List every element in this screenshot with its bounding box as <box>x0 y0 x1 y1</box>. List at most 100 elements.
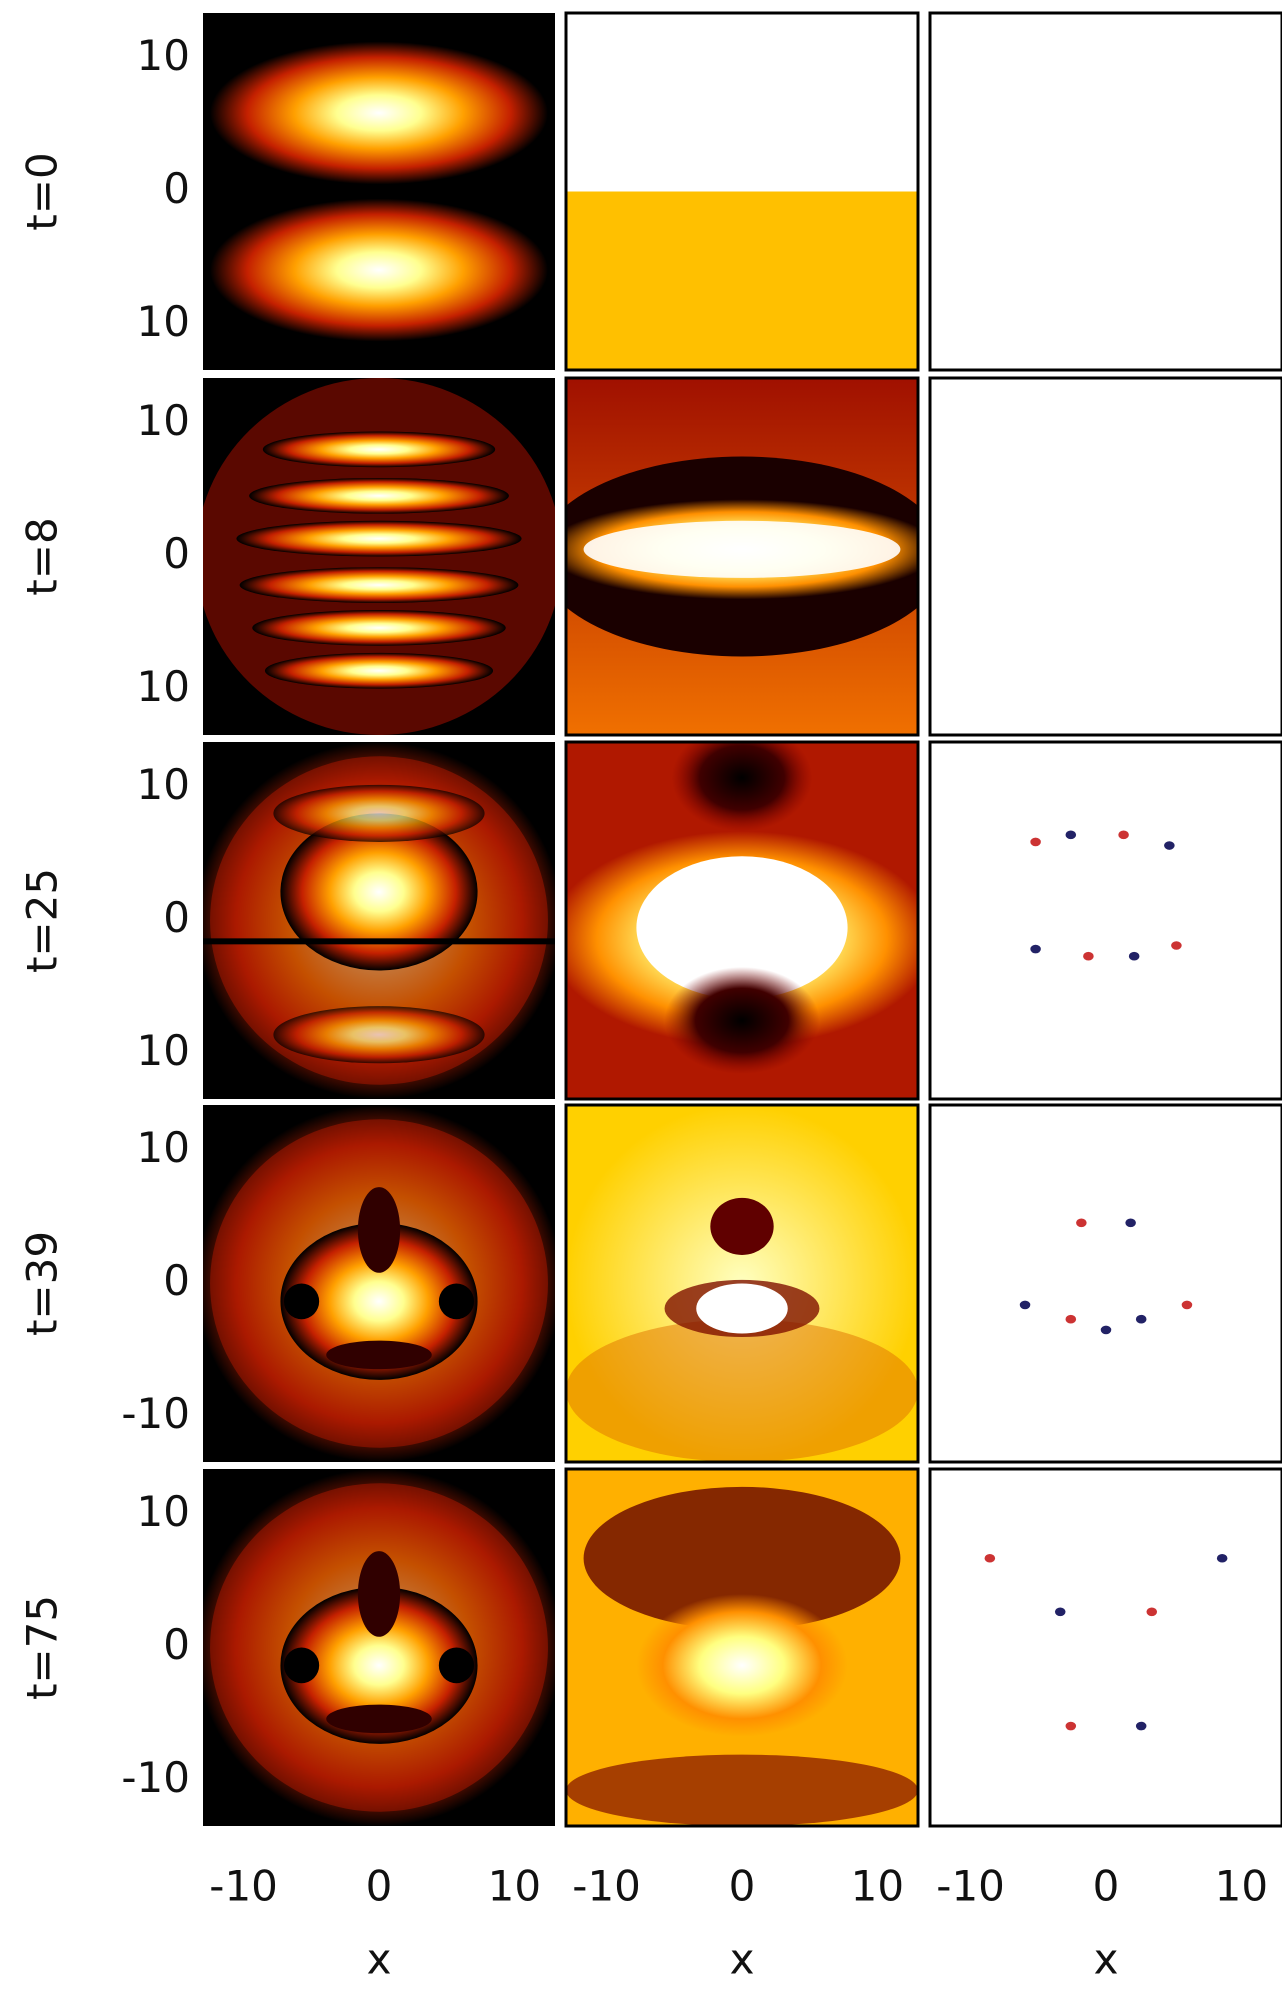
shape <box>930 1469 1282 1826</box>
y-tick-label: -10 <box>121 1753 190 1802</box>
y-tick-label: 10 <box>137 1026 190 1075</box>
shape <box>1171 941 1182 950</box>
shape <box>1100 1325 1112 1335</box>
shape <box>1118 830 1129 840</box>
shape <box>357 1187 401 1273</box>
shape <box>273 1006 485 1064</box>
y-tick-label: 10 <box>137 1487 190 1536</box>
x-tick-label: 0 <box>729 1862 756 1911</box>
shape <box>1076 1218 1087 1228</box>
panel-frame <box>928 11 1282 372</box>
panel-frame <box>564 1103 920 1464</box>
shape <box>1030 944 1041 954</box>
shape <box>1146 1607 1158 1617</box>
panel-content <box>930 13 1282 370</box>
y-tick-label: 0 <box>163 529 190 578</box>
panel-content <box>930 742 1282 1099</box>
shape <box>566 1754 918 1826</box>
heatmap-panel <box>564 376 920 737</box>
x-tick-label: 0 <box>366 1862 393 1911</box>
shape <box>696 1283 788 1334</box>
y-tick-label: 10 <box>137 1123 190 1172</box>
shape <box>326 1340 432 1370</box>
shape <box>210 198 548 342</box>
x-tick-label: 10 <box>851 1862 904 1911</box>
shape <box>262 431 496 468</box>
heatmap-panel <box>564 740 920 1101</box>
x-axis-label: x <box>1094 1935 1119 1984</box>
heatmap-panel <box>928 1467 1282 1828</box>
panels <box>203 11 1282 1828</box>
heatmap-panel <box>203 13 555 370</box>
heatmap-panel <box>203 1469 555 1826</box>
y-tick-label: 10 <box>137 662 190 711</box>
panel-frame <box>928 376 1282 737</box>
heatmap-panel <box>564 11 920 372</box>
shape <box>283 1283 320 1320</box>
row-label: t=8 <box>18 517 67 595</box>
shape <box>252 610 506 646</box>
shape <box>264 652 494 689</box>
panel-frame <box>928 1103 1282 1464</box>
y-tick-label: -10 <box>121 1389 190 1438</box>
x-tick-label: -10 <box>936 1862 1005 1911</box>
shape <box>1135 1314 1147 1324</box>
shape <box>280 813 478 971</box>
shape <box>636 856 848 1000</box>
heatmap-panel <box>203 1105 555 1462</box>
panel-content <box>566 742 918 1099</box>
shape <box>930 378 1282 735</box>
panel-content <box>930 1105 1282 1462</box>
panel-content <box>203 1105 555 1462</box>
shape <box>1065 1314 1077 1324</box>
y-tick-label: 0 <box>163 164 190 213</box>
shape <box>1216 1553 1228 1563</box>
panel-frame <box>564 11 920 372</box>
panel-content <box>203 378 555 735</box>
panel-content <box>566 378 918 735</box>
shape <box>1030 837 1041 847</box>
heatmap-panel <box>928 740 1282 1101</box>
shape <box>1019 1300 1031 1310</box>
shape <box>583 1486 901 1630</box>
panel-content <box>203 13 555 370</box>
shape <box>357 1551 401 1637</box>
shape <box>1164 841 1175 850</box>
shape <box>236 520 522 557</box>
x-axis-label: x <box>730 1935 755 1984</box>
x-axis-label: x <box>367 1935 392 1984</box>
y-tick-label: 0 <box>163 893 190 942</box>
y-tick-label: 0 <box>163 1256 190 1305</box>
y-tick-label: 10 <box>137 396 190 445</box>
shape <box>1065 830 1077 840</box>
shape <box>1135 1721 1147 1731</box>
panel-content <box>203 742 555 1099</box>
shape <box>326 1704 432 1734</box>
shape <box>1128 951 1140 961</box>
x-tick-label: 10 <box>1215 1862 1268 1911</box>
shape <box>1125 1218 1136 1228</box>
shape <box>671 742 813 832</box>
shape <box>566 13 918 192</box>
y-tick-label: 10 <box>137 760 190 809</box>
shape <box>583 520 901 578</box>
shape <box>636 1593 848 1737</box>
x-tick-label: -10 <box>572 1862 641 1911</box>
y-tick-label: 10 <box>137 297 190 346</box>
heatmap-panel <box>203 378 555 735</box>
shape <box>438 1647 475 1684</box>
shape <box>280 1586 478 1744</box>
panel-content <box>203 1469 555 1826</box>
shape <box>1054 1607 1066 1617</box>
heatmap-panel <box>928 11 1282 372</box>
shape <box>1181 1300 1193 1310</box>
shape <box>984 1553 996 1563</box>
shape <box>710 1197 774 1255</box>
panel-content <box>930 1469 1282 1826</box>
shape <box>930 13 1282 370</box>
shape <box>1083 951 1094 961</box>
shape <box>664 966 820 1075</box>
shape <box>273 784 485 842</box>
